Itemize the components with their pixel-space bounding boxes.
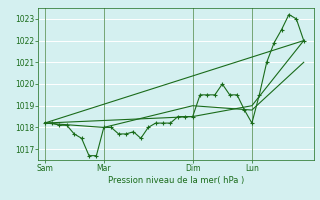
X-axis label: Pression niveau de la mer( hPa ): Pression niveau de la mer( hPa ) <box>108 176 244 185</box>
